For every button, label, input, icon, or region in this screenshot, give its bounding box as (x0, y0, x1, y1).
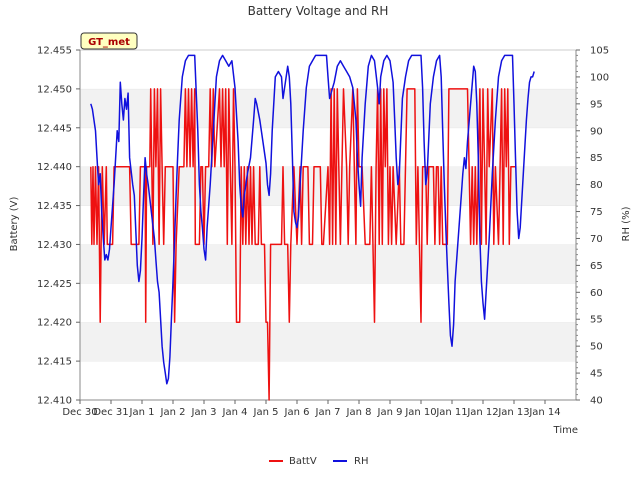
right-tick-label: 80 (590, 180, 603, 191)
right-tick-label: 65 (590, 261, 603, 272)
x-tick-label: Jan 2 (160, 407, 186, 418)
left-tick-label: 12.415 (37, 357, 72, 368)
grid-band (80, 244, 576, 284)
left-tick-label: 12.430 (37, 240, 72, 251)
series-line-rh (90, 54, 535, 385)
left-y-axis: 12.410 12.415 12.420 12.425 12.430 12.435 12.4… (37, 46, 81, 407)
x-tick-label: Jan 12 (466, 407, 498, 418)
right-tick-label: 100 (590, 72, 609, 83)
right-tick-label: 55 (590, 315, 603, 326)
x-tick-label: Jan 5 (253, 407, 279, 418)
right-tick-label: 95 (590, 99, 603, 110)
right-y-axis-label: RH (%) (621, 206, 632, 241)
left-y-axis-label: Battery (V) (9, 196, 20, 251)
legend-label-rh: RH (354, 456, 368, 467)
right-tick-label: 60 (590, 288, 603, 299)
legend-label-battv: BattV (289, 456, 317, 467)
left-tick-label: 12.420 (37, 318, 72, 329)
x-tick-label: Jan 6 (284, 407, 310, 418)
right-tick-label: 105 (590, 46, 609, 57)
left-tick-label: 12.450 (37, 84, 72, 95)
x-tick-label: Jan 7 (315, 407, 341, 418)
left-tick-label: 12.455 (37, 46, 72, 57)
chart-title: Battery Voltage and RH (248, 4, 389, 18)
x-tick-label: Jan 1 (129, 407, 155, 418)
legend: BattV RH (269, 456, 368, 467)
right-tick-label: 90 (590, 126, 603, 137)
left-tick-label: 12.440 (37, 162, 72, 173)
right-tick-label: 50 (590, 342, 603, 353)
x-axis-label: Time (553, 425, 578, 436)
left-tick-label: 12.410 (37, 396, 72, 407)
left-tick-label: 12.425 (37, 279, 72, 290)
x-tick-label: Jan 8 (346, 407, 372, 418)
x-tick-label: Jan 10 (404, 407, 436, 418)
x-tick-label: Dec 31 (93, 407, 128, 418)
left-tick-label: 12.435 (37, 201, 72, 212)
grid-band (80, 322, 576, 362)
x-tick-label: Jan 13 (497, 407, 529, 418)
station-badge-label: GT_met (88, 37, 130, 48)
right-y-axis: 40 45 50 55 60 65 70 75 80 85 90 95 100 105 (575, 46, 609, 407)
grid-band (80, 361, 576, 400)
grid-band (80, 283, 576, 323)
right-tick-label: 40 (590, 396, 603, 407)
right-tick-label: 70 (590, 234, 603, 245)
x-tick-label: Jan 9 (377, 407, 403, 418)
series-layer (90, 54, 535, 401)
x-tick-label: Jan 14 (528, 407, 560, 418)
right-tick-label: 75 (590, 207, 603, 218)
x-tick-label: Jan 11 (435, 407, 467, 418)
x-tick-label: Jan 4 (222, 407, 248, 418)
right-tick-label: 45 (590, 369, 603, 380)
left-tick-label: 12.445 (37, 123, 72, 134)
x-tick-label: Jan 3 (191, 407, 217, 418)
series-line-battv (90, 88, 516, 401)
x-tick-label: Dec 30 (62, 407, 97, 418)
right-tick-label: 85 (590, 153, 603, 164)
station-badge-box (80, 32, 138, 50)
station-badge: GT_met (80, 32, 138, 50)
